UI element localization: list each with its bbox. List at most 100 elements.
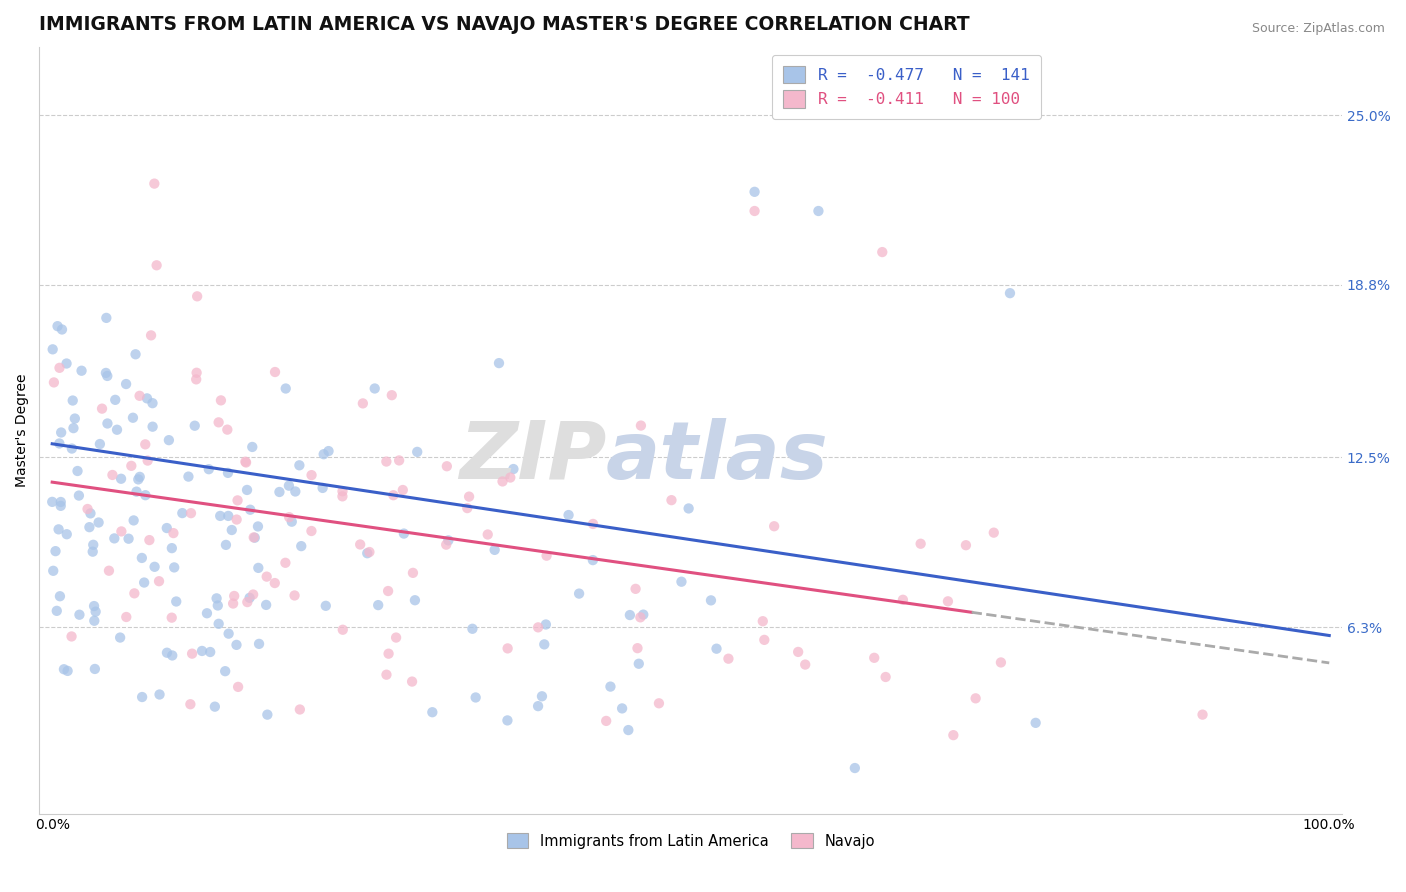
- Point: [49, 589, 72, 603]
- Point: [204, 699, 226, 714]
- Point: [55, 357, 77, 371]
- Point: [97, 564, 120, 578]
- Point: [62, 393, 84, 408]
- Point: [910, 537, 932, 551]
- Point: [157, 433, 180, 447]
- Point: [983, 525, 1005, 540]
- Point: [247, 561, 270, 575]
- Point: [87, 516, 110, 530]
- Point: [208, 415, 231, 429]
- Point: [42, 376, 65, 390]
- Point: [55, 527, 77, 541]
- Point: [224, 589, 246, 603]
- Point: [536, 549, 558, 563]
- Point: [288, 458, 311, 473]
- Point: [225, 638, 247, 652]
- Point: [136, 453, 159, 467]
- Point: [284, 589, 307, 603]
- Point: [162, 648, 184, 663]
- Point: [359, 545, 381, 559]
- Point: [83, 662, 105, 676]
- Point: [84, 605, 107, 619]
- Point: [160, 610, 183, 624]
- Point: [491, 475, 513, 489]
- Point: [136, 392, 159, 406]
- Point: [402, 566, 425, 580]
- Point: [557, 508, 579, 522]
- Point: [530, 690, 553, 704]
- Point: [49, 495, 72, 509]
- Point: [217, 423, 239, 437]
- Point: [315, 599, 337, 613]
- Point: [48, 436, 70, 450]
- Point: [222, 597, 245, 611]
- Point: [256, 569, 278, 583]
- Text: atlas: atlas: [606, 418, 828, 496]
- Point: [377, 584, 399, 599]
- Point: [60, 630, 83, 644]
- Point: [208, 616, 231, 631]
- Point: [936, 594, 959, 608]
- Point: [165, 594, 187, 608]
- Point: [82, 544, 104, 558]
- Point: [117, 532, 139, 546]
- Point: [619, 608, 641, 623]
- Point: [239, 502, 262, 516]
- Point: [477, 527, 499, 541]
- Point: [246, 519, 269, 533]
- Point: [215, 538, 238, 552]
- Point: [568, 586, 591, 600]
- Point: [787, 645, 810, 659]
- Point: [125, 484, 148, 499]
- Point: [143, 559, 166, 574]
- Point: [134, 488, 156, 502]
- Point: [671, 574, 693, 589]
- Point: [661, 493, 683, 508]
- Point: [217, 466, 239, 480]
- Point: [717, 651, 740, 665]
- Point: [63, 411, 86, 425]
- Point: [115, 377, 138, 392]
- Point: [998, 286, 1021, 301]
- Point: [70, 364, 93, 378]
- Point: [484, 542, 506, 557]
- Point: [942, 728, 965, 742]
- Point: [41, 343, 63, 357]
- Point: [138, 533, 160, 547]
- Point: [488, 356, 510, 370]
- Point: [263, 576, 285, 591]
- Point: [236, 595, 259, 609]
- Point: [48, 522, 70, 536]
- Point: [375, 454, 398, 468]
- Point: [375, 667, 398, 681]
- Point: [145, 258, 167, 272]
- Point: [392, 526, 415, 541]
- Point: [582, 553, 605, 567]
- Point: [274, 382, 297, 396]
- Point: [239, 591, 262, 605]
- Point: [120, 458, 142, 473]
- Point: [1191, 707, 1213, 722]
- Point: [533, 637, 555, 651]
- Point: [66, 464, 89, 478]
- Point: [377, 647, 399, 661]
- Point: [349, 537, 371, 551]
- Point: [101, 467, 124, 482]
- Point: [156, 521, 179, 535]
- Point: [96, 417, 118, 431]
- Point: [62, 421, 84, 435]
- Point: [162, 526, 184, 541]
- Point: [499, 470, 522, 484]
- Point: [163, 560, 186, 574]
- Point: [754, 632, 776, 647]
- Point: [131, 690, 153, 704]
- Point: [67, 489, 90, 503]
- Point: [382, 488, 405, 502]
- Point: [496, 641, 519, 656]
- Point: [198, 462, 221, 476]
- Point: [46, 319, 69, 334]
- Point: [105, 423, 128, 437]
- Point: [458, 490, 481, 504]
- Point: [226, 680, 249, 694]
- Point: [406, 445, 429, 459]
